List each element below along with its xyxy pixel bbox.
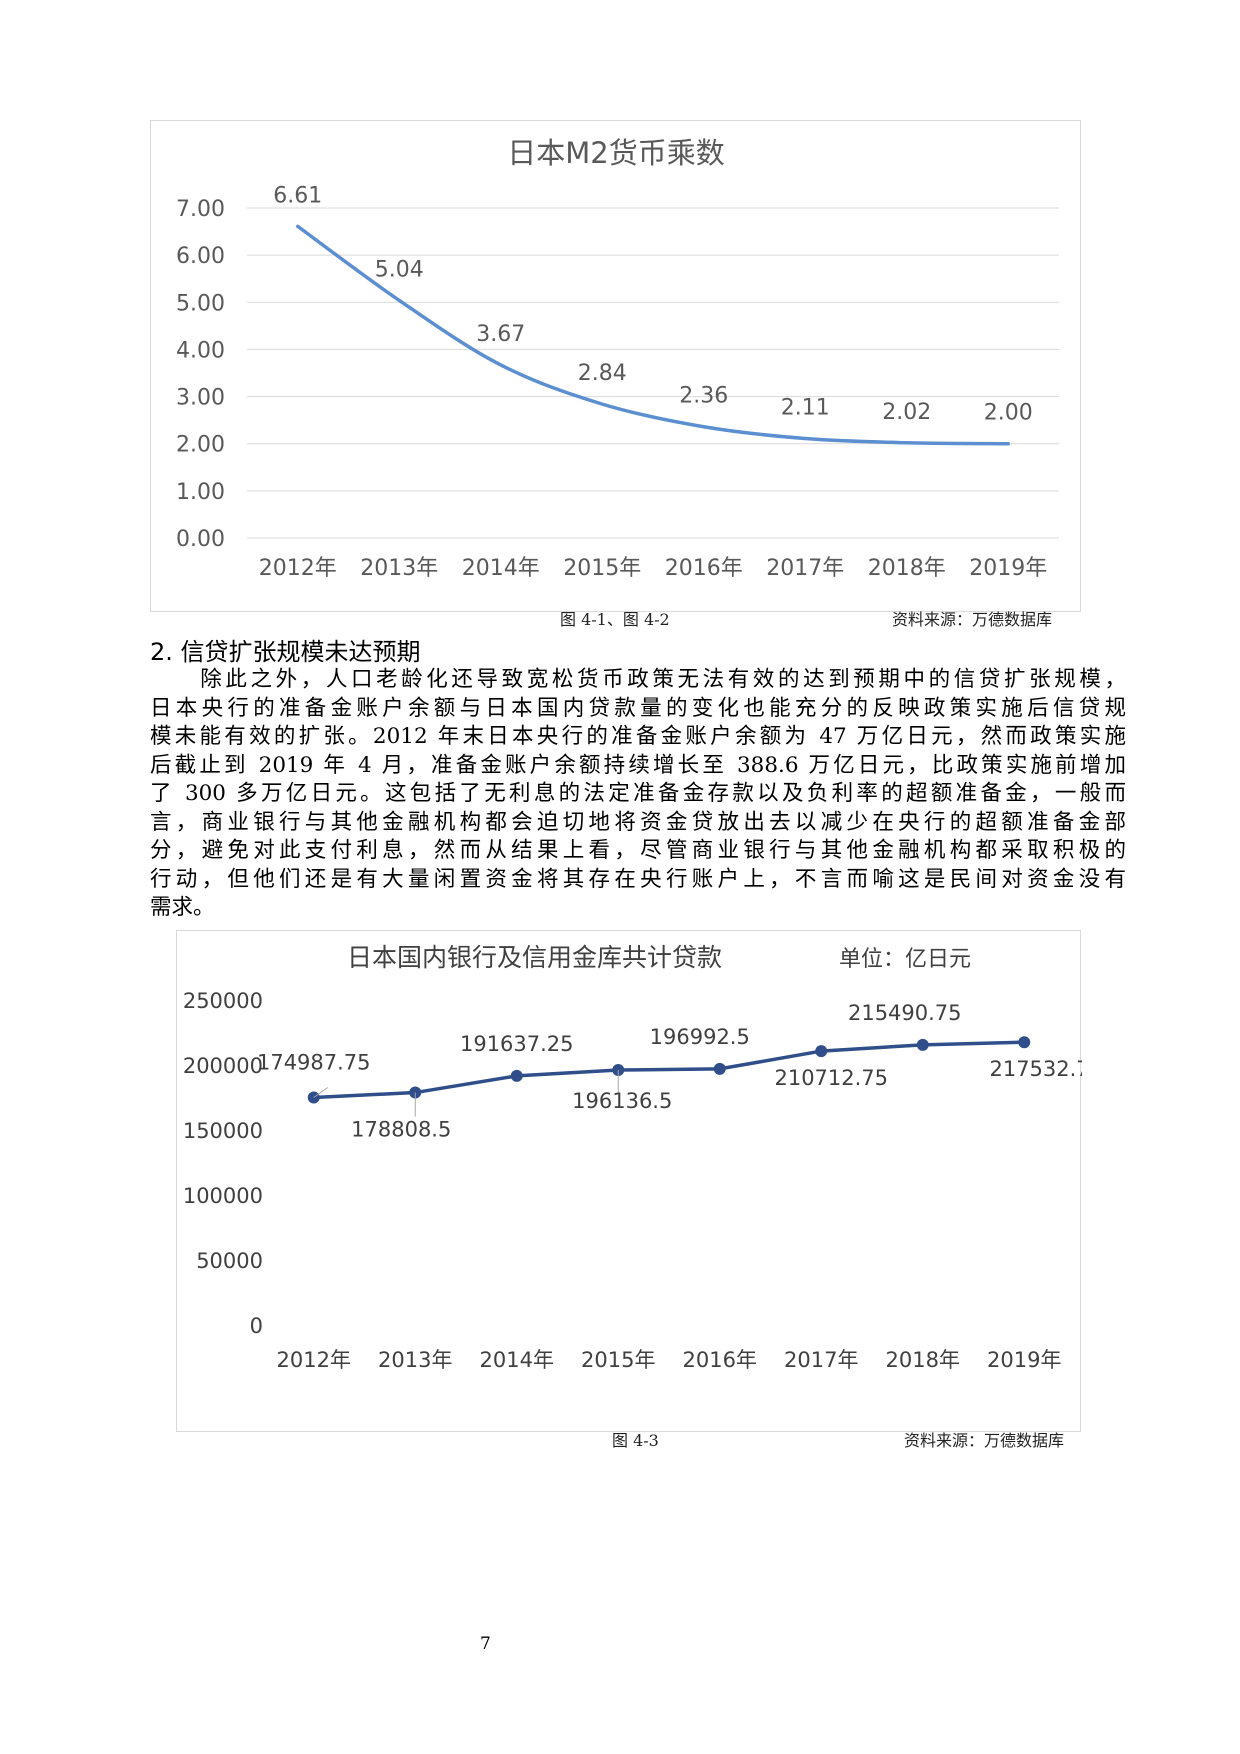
chart1-x-tick-label: 2019年 bbox=[969, 556, 1047, 581]
chart1-x-tick-label: 2013年 bbox=[360, 556, 438, 581]
chart2-point-marker bbox=[713, 1062, 726, 1075]
body-line: 需求。 bbox=[150, 895, 215, 920]
chart1-title: 日本M2货币乘数 bbox=[507, 136, 724, 170]
body-line: 行动，但他们还是有大量闲置资金将其存在央行账户上，不言而喻这是民间对资金没有 bbox=[150, 866, 1126, 892]
chart1-y-tick-label: 2.00 bbox=[176, 433, 225, 458]
chart2-series-line bbox=[313, 1040, 1025, 1100]
chart1-y-tick-label: 6.00 bbox=[176, 244, 225, 269]
chart1-series-line bbox=[296, 224, 1010, 446]
chart2-y-tick-label: 150000 bbox=[183, 1119, 263, 1143]
body-line: 了 300 多万亿日元。这包括了无利息的法定准备金存款以及负利率的超额准备金，一… bbox=[150, 781, 1126, 806]
chart2-point-marker bbox=[815, 1045, 828, 1058]
body-line: 言，商业银行与其他金融机构都会迫切地将资金贷放出去以减少在央行的超额准备金部 bbox=[150, 809, 1126, 835]
chart2-data-label: 215490.75 bbox=[848, 1001, 962, 1025]
chart2-y-tick-label: 100000 bbox=[183, 1184, 263, 1208]
chart2-y-tick-label: 200000 bbox=[183, 1054, 263, 1078]
m2-multiplier-chart: 日本M2货币乘数 0.00 1.00 2.00 3.00 4.00 5.00 6.00 7.00… bbox=[150, 120, 1081, 612]
chart2-y-tick-label: 50000 bbox=[196, 1249, 263, 1273]
chart1-x-tick-label: 2018年 bbox=[868, 556, 946, 581]
chart1-data-label: 2.02 bbox=[882, 400, 931, 425]
chart1-data-label: 3.67 bbox=[476, 322, 525, 347]
loan-total-chart: 日本国内银行及信用金库共计贷款 单位：亿日元 0 50000 100000 150000 2… bbox=[176, 930, 1082, 1432]
chart2-x-tick-label: 2014年 bbox=[480, 1348, 554, 1372]
chart2-x-tick-label: 2018年 bbox=[886, 1348, 960, 1372]
chart2-data-label: 174987.75 bbox=[257, 1051, 371, 1075]
chart2-label-leader bbox=[313, 1087, 329, 1098]
chart1-data-label: 5.04 bbox=[375, 257, 424, 282]
chart1-data-label: 2.00 bbox=[984, 401, 1033, 426]
chart2-x-tick-label: 2017年 bbox=[784, 1348, 858, 1372]
chart1-y-tick-label: 3.00 bbox=[176, 386, 225, 411]
section-heading: 2. 信贷扩张规模未达预期 bbox=[150, 638, 421, 666]
chart2-x-tick-label: 2019年 bbox=[987, 1348, 1061, 1372]
chart2-point-marker bbox=[1018, 1036, 1031, 1049]
chart1-data-label: 6.61 bbox=[273, 183, 322, 208]
body-line: 日本央行的准备金账户余额与日本国内贷款量的变化也能充分的反映政策实施后信贷规 bbox=[150, 695, 1126, 721]
chart2-point-marker bbox=[510, 1069, 523, 1082]
chart2-source: 资料来源：万德数据库 bbox=[904, 1431, 1065, 1450]
chart2-x-tick-label: 2012年 bbox=[277, 1348, 351, 1372]
chart2-y-tick-label: 250000 bbox=[183, 989, 263, 1013]
chart1-x-tick-label: 2015年 bbox=[563, 556, 641, 581]
chart2-data-label: 217532.75 bbox=[989, 1057, 1082, 1081]
chart2-point-marker bbox=[916, 1038, 929, 1051]
chart1-data-label: 2.11 bbox=[781, 396, 830, 421]
chart1-x-tick-label: 2016年 bbox=[665, 556, 743, 581]
chart1-data-label: 2.36 bbox=[679, 384, 728, 409]
chart2-y-tick-label: 0 bbox=[250, 1314, 263, 1338]
chart2-x-tick-label: 2016年 bbox=[683, 1348, 757, 1372]
chart2-title: 日本国内银行及信用金库共计贷款 bbox=[347, 943, 722, 972]
chart1-y-tick-label: 0.00 bbox=[176, 527, 225, 552]
chart1-x-tick-label: 2012年 bbox=[259, 556, 337, 581]
page-number: 7 bbox=[480, 1634, 491, 1654]
body-line: 模未能有效的扩张。2012 年末日本央行的准备金账户余额为 47 万亿日元，然而… bbox=[150, 724, 1126, 749]
chart1-x-tick-label: 2017年 bbox=[766, 556, 844, 581]
chart2-data-label: 196136.5 bbox=[572, 1089, 672, 1113]
chart2-unit-note: 单位：亿日元 bbox=[839, 947, 971, 972]
chart1-source: 资料来源：万德数据库 bbox=[892, 610, 1053, 629]
loan-total-chart-svg: 日本国内银行及信用金库共计贷款 单位：亿日元 0 50000 100000 150000 2… bbox=[183, 943, 1082, 1372]
chart2-data-label: 210712.75 bbox=[774, 1066, 888, 1090]
chart1-y-tick-label: 7.00 bbox=[176, 197, 225, 222]
chart2-x-tick-label: 2015年 bbox=[581, 1348, 655, 1372]
chart1-y-tick-label: 1.00 bbox=[176, 480, 225, 505]
chart1-data-label: 2.84 bbox=[578, 361, 627, 386]
chart2-x-tick-label: 2013年 bbox=[378, 1348, 452, 1372]
m2-multiplier-chart-svg: 日本M2货币乘数 0.00 1.00 2.00 3.00 4.00 5.00 6.00 7.00… bbox=[176, 136, 1059, 581]
chart1-x-tick-label: 2014年 bbox=[462, 556, 540, 581]
chart2-data-label: 196992.5 bbox=[650, 1025, 750, 1049]
chart2-caption: 图 4-3 bbox=[612, 1431, 659, 1450]
chart1-y-tick-label: 5.00 bbox=[176, 291, 225, 316]
body-line: 后截止到 2019 年 4 月，准备金账户余额持续增长至 388.6 万亿日元，… bbox=[150, 752, 1126, 778]
chart2-data-label: 178808.5 bbox=[351, 1118, 451, 1142]
chart1-y-tick-label: 4.00 bbox=[176, 338, 225, 363]
chart2-data-label: 191637.25 bbox=[460, 1032, 574, 1056]
body-line: 分，避免对此支付利息，然而从结果上看，尽管商业银行与其他金融机构都采取积极的 bbox=[150, 838, 1126, 863]
chart1-caption: 图 4-1、图 4-2 bbox=[560, 610, 670, 629]
body-line: 除此之外，人口老龄化还导致宽松货币政策无法有效的达到预期中的信贷扩张规模， bbox=[150, 667, 1126, 692]
body-paragraph: 除此之外，人口老龄化还导致宽松货币政策无法有效的达到预期中的信贷扩张规模， 日本央… bbox=[150, 666, 1126, 923]
